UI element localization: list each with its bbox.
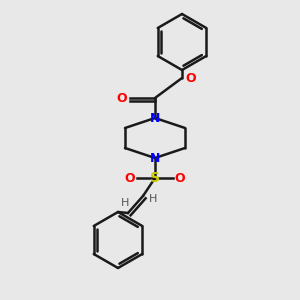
Text: H: H [149,194,157,204]
Text: O: O [117,92,127,104]
Text: O: O [175,172,185,184]
Text: N: N [150,112,160,124]
Text: N: N [150,152,160,164]
Text: O: O [186,71,196,85]
Text: H: H [121,198,129,208]
Text: S: S [150,171,160,185]
Text: O: O [125,172,135,184]
